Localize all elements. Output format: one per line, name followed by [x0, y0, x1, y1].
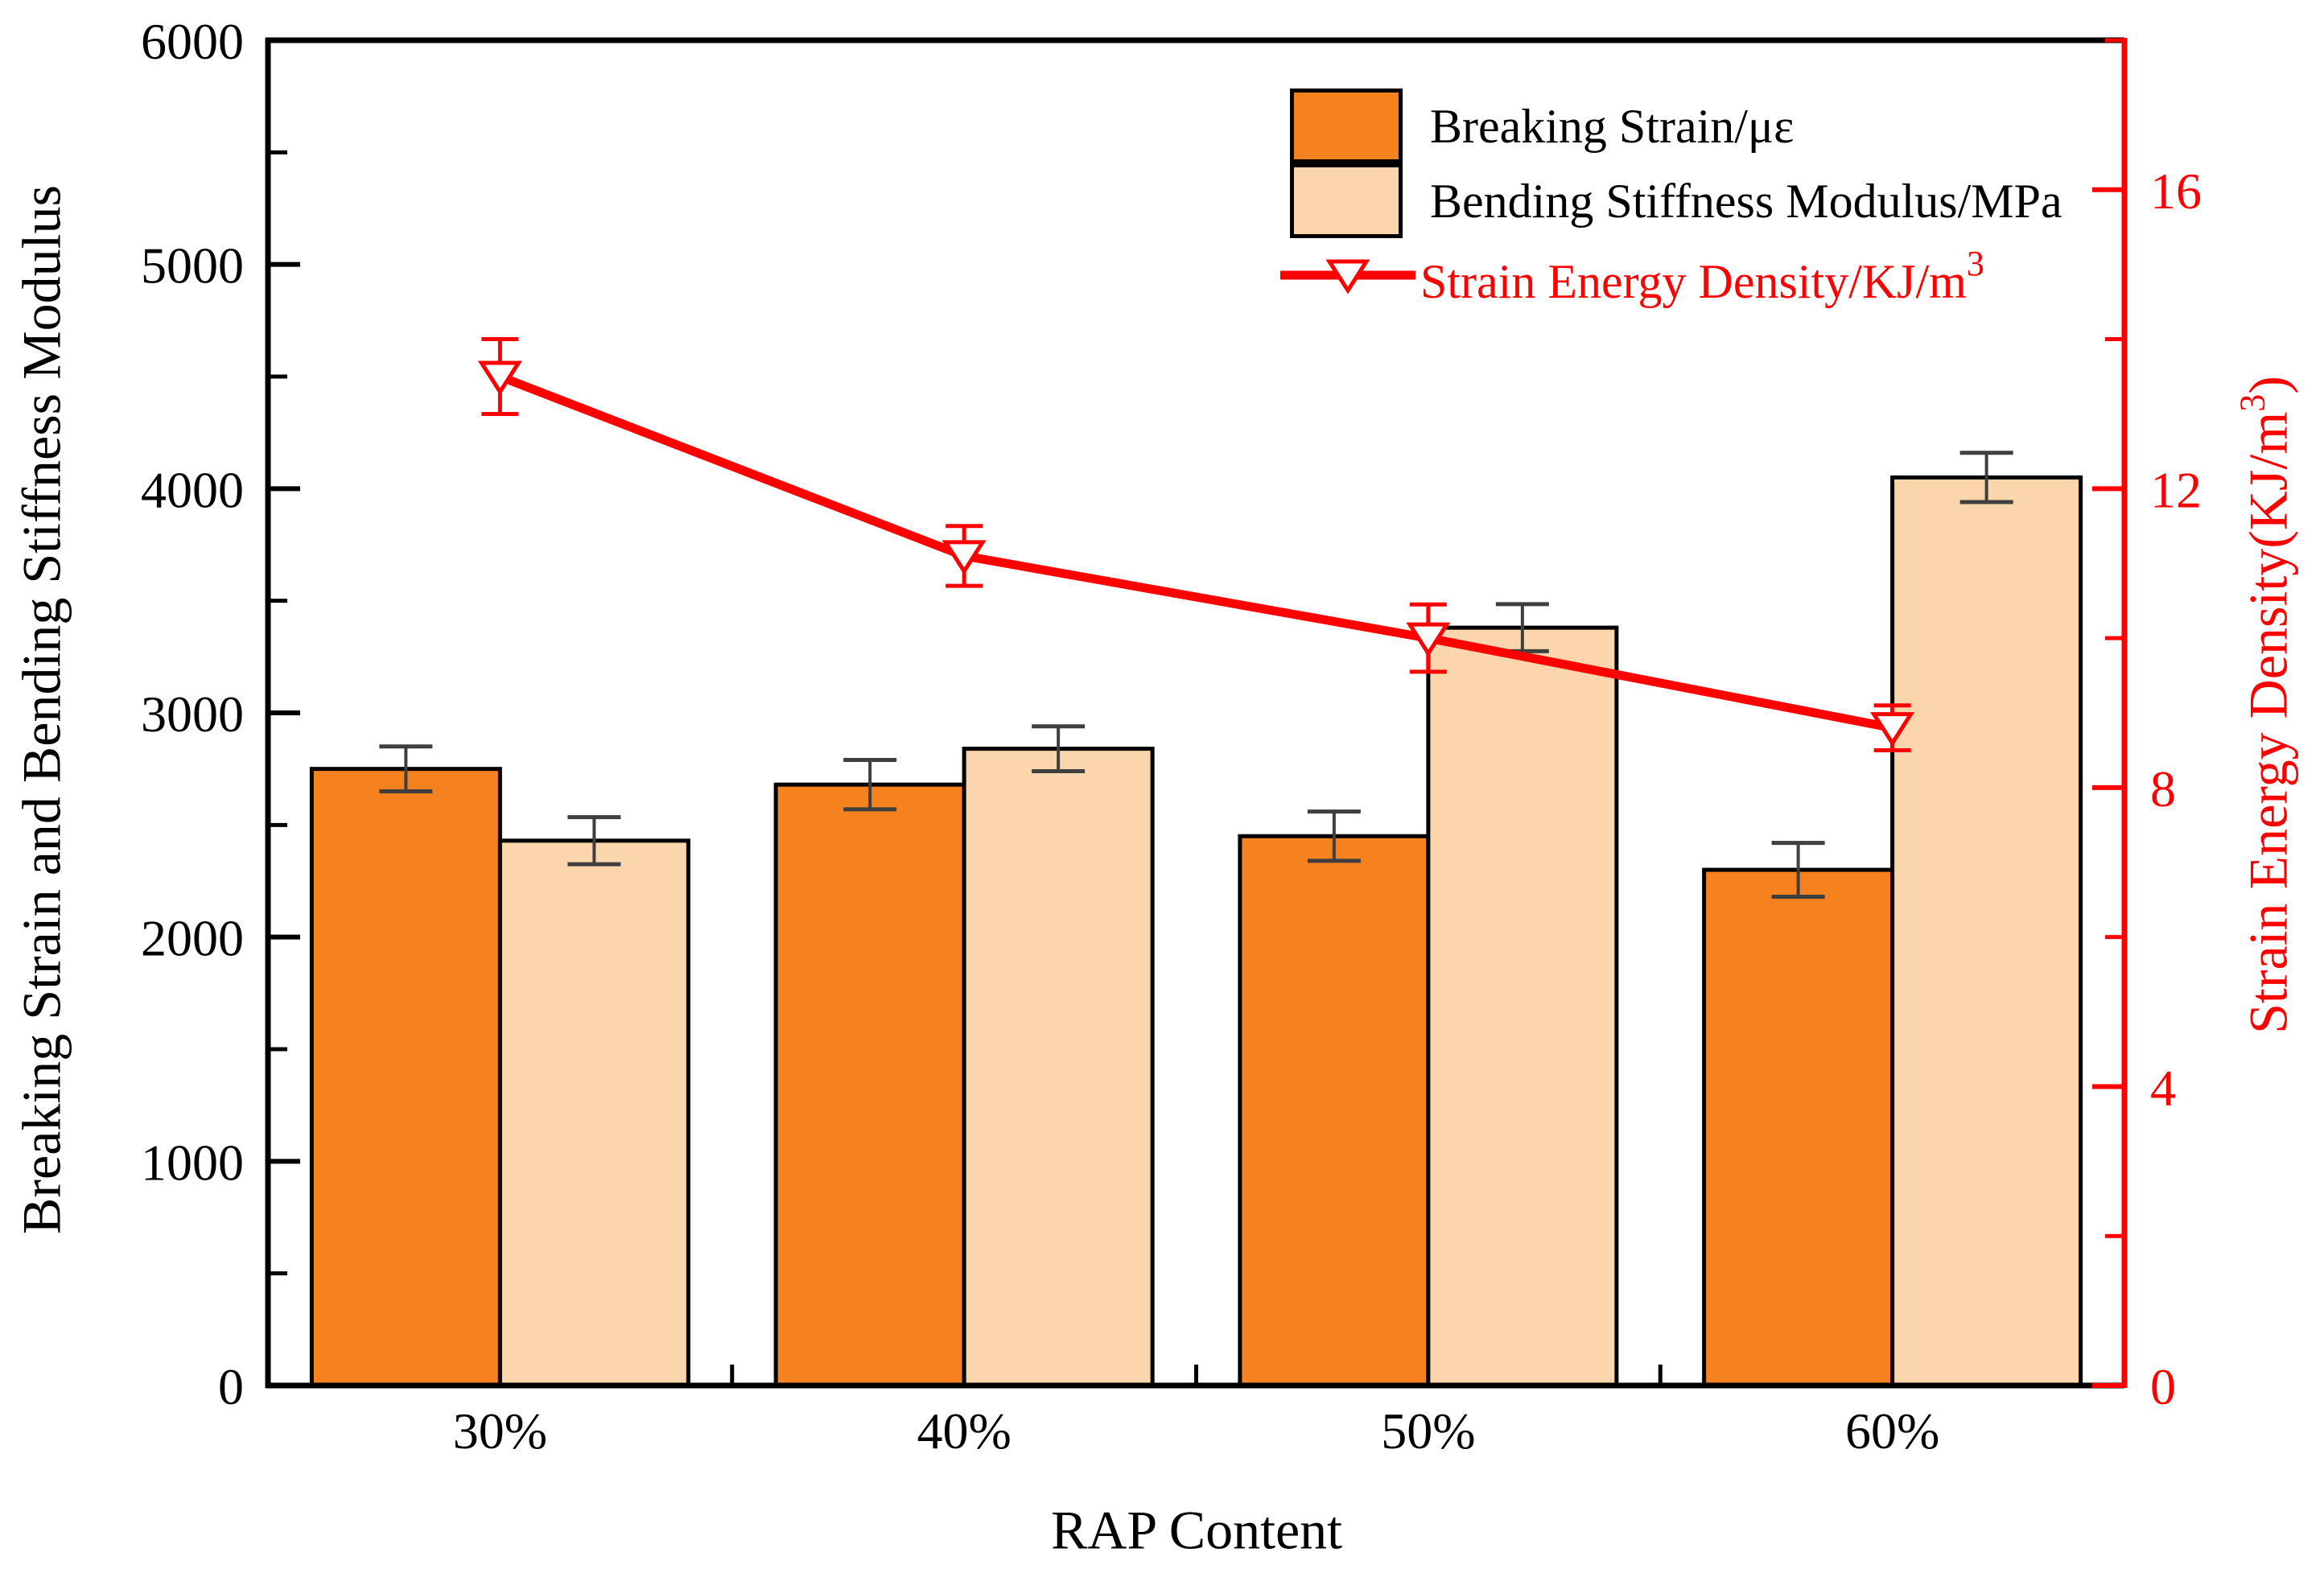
right-axis-title-base: Strain Energy Density(KJ/m	[2237, 411, 2299, 1034]
legend-label-strain-energy: Strain Energy Density/KJ/m3	[1420, 243, 1984, 308]
bar-bending-stiffness-modulus-50%	[1426, 625, 1619, 1388]
left-axis-tick-label: 3000	[141, 686, 244, 743]
legend: Breaking Strain/με Bending Stiffness Mod…	[1280, 89, 2062, 313]
marker-strain-energy-40%	[942, 540, 987, 575]
legend-item-strain-energy: Strain Energy Density/KJ/m3	[1280, 238, 2062, 313]
right-axis-title: Strain Energy Density(KJ/m3)	[2232, 376, 2301, 1034]
left-axis-title: Breaking Strain and Bending Stiffness Mo…	[10, 185, 72, 1234]
right-axis-tick-label: 0	[2150, 1358, 2176, 1415]
legend-strain-energy-base: Strain Energy Density/KJ/m	[1420, 254, 1967, 308]
legend-item-breaking-strain: Breaking Strain/με	[1290, 89, 2062, 163]
marker-strain-energy-60%	[1870, 712, 1915, 747]
x-axis-title: RAP Content	[1050, 1499, 1343, 1561]
bending-stiffness-swatch	[1290, 163, 1403, 238]
line-marker-swatch	[1280, 238, 1415, 313]
strain-energy-line	[495, 372, 1898, 733]
marker-strain-energy-50%	[1406, 622, 1451, 657]
x-axis-tick-label: 60%	[1845, 1402, 1939, 1460]
right-axis-tick-label: 4	[2150, 1059, 2176, 1116]
left-axis-tick-label: 2000	[141, 910, 244, 967]
x-axis-tick-label: 50%	[1381, 1402, 1475, 1460]
x-axis-tick-label: 40%	[917, 1402, 1011, 1460]
bar-breaking-strain-30%	[309, 767, 502, 1388]
bar-bending-stiffness-modulus-60%	[1890, 475, 2083, 1388]
left-axis-tick-label: 1000	[141, 1134, 244, 1191]
left-axis-tick-label: 0	[218, 1358, 244, 1415]
left-axis-tick-label: 6000	[141, 13, 244, 70]
bar-bending-stiffness-modulus-40%	[962, 747, 1155, 1388]
right-axis-title-superscript: 3	[2232, 393, 2272, 412]
legend-strain-energy-superscript: 3	[1966, 243, 1984, 283]
left-axis-tick-label: 4000	[141, 461, 244, 518]
marker-strain-energy-30%	[477, 360, 522, 396]
right-axis-tick-label: 12	[2150, 461, 2202, 518]
legend-item-bending-stiffness: Bending Stiffness Modulus/MPa	[1290, 163, 2062, 238]
right-axis-tick-label: 8	[2150, 760, 2176, 817]
x-axis-tick-label: 30%	[453, 1402, 547, 1460]
bar-breaking-strain-40%	[773, 782, 966, 1388]
legend-label-breaking-strain: Breaking Strain/με	[1430, 99, 1795, 153]
right-axis-title-close: )	[2237, 376, 2299, 394]
open-triangle-down-icon	[1280, 259, 1415, 294]
bar-bending-stiffness-modulus-30%	[497, 838, 690, 1388]
bar-breaking-strain-60%	[1702, 867, 1895, 1388]
breaking-strain-swatch	[1290, 89, 1403, 163]
bar-breaking-strain-50%	[1238, 834, 1431, 1388]
left-axis-tick-label: 5000	[141, 237, 244, 294]
legend-label-bending-stiffness: Bending Stiffness Modulus/MPa	[1430, 174, 2062, 228]
right-axis-tick-label: 16	[2150, 163, 2202, 220]
